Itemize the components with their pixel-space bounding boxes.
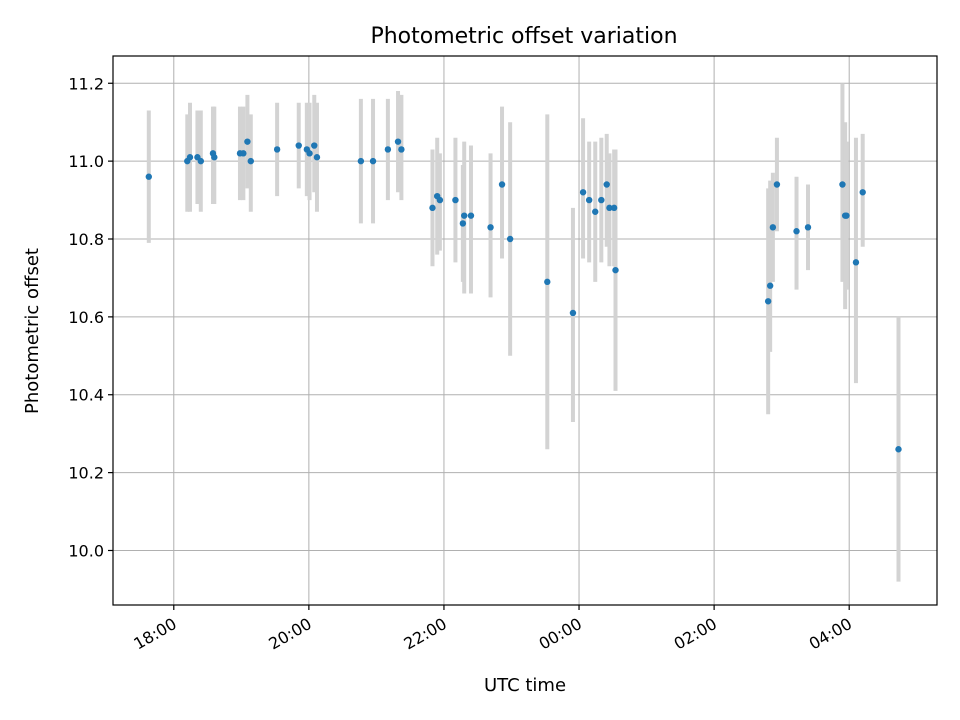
data-point <box>498 181 506 188</box>
data-points <box>145 138 902 453</box>
data-point <box>357 157 365 165</box>
y-tick-label: 10.6 <box>68 308 104 327</box>
axes-frame <box>112 55 938 606</box>
data-point <box>369 157 377 165</box>
data-point <box>769 224 777 231</box>
data-point <box>461 212 468 219</box>
data-point <box>273 146 281 153</box>
data-point <box>859 189 866 196</box>
data-point <box>804 224 812 231</box>
data-point <box>311 142 318 149</box>
data-point <box>398 146 405 153</box>
data-point <box>197 157 205 165</box>
y-tick-label: 10.4 <box>68 386 104 405</box>
y-tick-label: 10.2 <box>68 464 104 483</box>
data-point <box>145 173 152 180</box>
data-point <box>895 446 902 453</box>
data-point <box>506 235 514 243</box>
data-point <box>244 138 251 145</box>
data-point <box>585 196 593 204</box>
data-point <box>764 298 772 305</box>
data-point <box>610 204 618 212</box>
data-point <box>186 154 194 161</box>
data-point <box>313 154 321 161</box>
y-tick-label: 10.8 <box>68 230 104 249</box>
data-point <box>606 204 613 212</box>
data-point <box>773 181 781 188</box>
data-point <box>603 181 610 188</box>
y-tick-label: 11.0 <box>68 152 104 171</box>
data-point <box>839 181 846 188</box>
data-point <box>211 154 218 161</box>
data-point <box>793 228 800 235</box>
data-point <box>843 212 850 219</box>
data-point <box>429 204 436 212</box>
x-axis-label: UTC time <box>484 675 566 696</box>
data-point <box>487 224 494 231</box>
data-point <box>459 220 467 227</box>
chart-title: Photometric offset variation <box>370 24 677 49</box>
y-axis-label: Photometric offset <box>22 248 43 414</box>
data-point <box>384 146 392 153</box>
data-point <box>467 212 475 219</box>
data-point <box>240 150 247 157</box>
data-point <box>436 196 444 204</box>
data-point <box>852 259 860 266</box>
y-gridlines <box>113 82 937 551</box>
data-point <box>569 309 577 317</box>
data-point <box>612 266 619 274</box>
data-point <box>766 282 774 289</box>
y-tick-label: 11.2 <box>68 74 104 93</box>
data-point <box>295 142 302 149</box>
data-point <box>247 157 254 165</box>
data-point <box>452 196 459 204</box>
data-point <box>592 208 599 215</box>
plot-area <box>113 56 937 605</box>
data-point <box>394 138 402 145</box>
data-point <box>579 189 587 196</box>
data-point <box>544 278 551 286</box>
data-point <box>306 150 313 157</box>
y-tick-label: 10.0 <box>68 541 104 560</box>
y-axis-ticks: 10.0 10.2 10.4 10.6 10.8 11.0 11.2 <box>68 74 113 560</box>
data-point <box>598 196 605 204</box>
